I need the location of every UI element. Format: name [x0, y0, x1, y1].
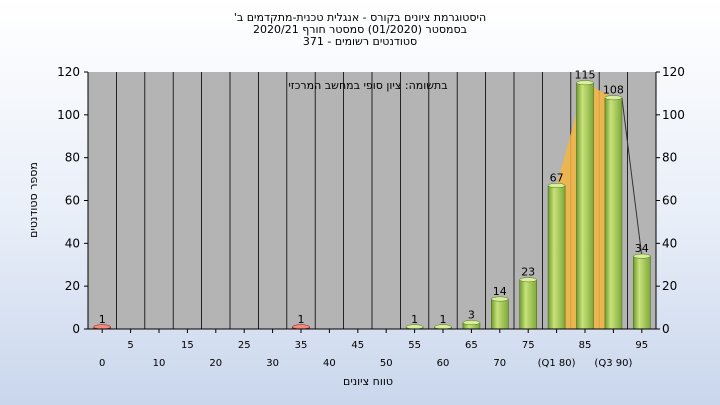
bar-value-label: 1	[440, 313, 447, 326]
x-tick-label: 5	[127, 340, 133, 351]
x-tick-label: 45	[351, 340, 364, 351]
histogram-bar	[519, 279, 538, 330]
histogram-bar	[604, 97, 623, 330]
x-tick-label: 70	[493, 358, 506, 369]
histogram-bar-cap	[519, 277, 537, 283]
bar-value-label: 14	[493, 285, 507, 298]
histogram-bar-cap	[633, 253, 651, 259]
y-axis-label: מספר סטודנטים	[27, 162, 40, 238]
bar-value-label: 23	[521, 266, 535, 279]
histogram-bar-cap	[576, 80, 594, 86]
y-tick-label-left: 80	[65, 151, 80, 165]
bar-value-label: 1	[411, 313, 418, 326]
histogram-bar	[576, 82, 594, 330]
y-tick-label-left: 60	[65, 194, 80, 208]
histogram-bar	[490, 298, 509, 330]
x-tick-label: 60	[437, 358, 450, 369]
x-tick-label: (Q3 90)	[594, 358, 632, 369]
chart-title-line-1: היסטוגרמת ציונים בקורס - אנגלית טכנית-מת…	[233, 11, 487, 24]
histogram-bar-cap	[604, 95, 623, 101]
x-tick-label: 10	[153, 358, 166, 369]
y-tick-label-left: 120	[57, 65, 80, 79]
x-tick-label: 75	[522, 340, 535, 351]
histogram-bar-cap	[547, 183, 566, 188]
chart-annotation: בתשומה: ציון סופי במחשב המרכזי	[288, 79, 447, 92]
x-tick-label: 0	[99, 358, 105, 369]
chart-title-line-3: סטודנטים רשומים - 371	[302, 35, 418, 48]
bar-value-label: 3	[468, 309, 475, 322]
y-tick-label-right: 40	[662, 236, 677, 250]
x-tick-label: 20	[209, 358, 222, 369]
y-tick-label-right: 20	[662, 279, 677, 293]
bar-value-label: 1	[99, 313, 106, 326]
y-tick-label-right: 0	[662, 322, 670, 336]
y-tick-label-left: 0	[72, 322, 80, 336]
x-tick-label: 15	[181, 340, 194, 351]
trend-line	[621, 97, 643, 257]
x-tick-label: (Q1 80)	[538, 358, 576, 369]
x-tick-label: 95	[635, 340, 648, 351]
histogram-bar-cap	[462, 320, 481, 326]
bar-value-label: 115	[575, 69, 596, 82]
x-tick-label: 65	[465, 340, 478, 351]
y-tick-label-right: 80	[662, 151, 677, 165]
x-tick-label: 40	[323, 358, 336, 369]
chart-title-line-2: בסמסטר (01/2020) סמסטר חורף 2020/21	[253, 23, 467, 36]
x-tick-label: 35	[295, 340, 308, 351]
y-tick-label-left: 100	[57, 108, 80, 122]
y-tick-label-right: 120	[662, 65, 685, 79]
y-tick-label-right: 60	[662, 194, 677, 208]
y-tick-label-left: 40	[65, 236, 80, 250]
histogram-bar	[632, 255, 651, 330]
y-tick-label-right: 100	[662, 108, 685, 122]
bar-value-label: 67	[550, 172, 564, 185]
x-tick-label: 50	[380, 358, 393, 369]
y-tick-label-left: 20	[65, 279, 80, 293]
histogram-bar	[547, 185, 566, 330]
bar-value-label: 34	[635, 242, 649, 255]
histogram-bar-cap	[491, 296, 509, 302]
bar-value-label: 1	[298, 313, 305, 326]
bar-value-label: 108	[603, 84, 624, 97]
x-tick-label: 85	[579, 340, 592, 351]
x-tick-label: 55	[408, 340, 421, 351]
x-axis-label: טווח ציונים	[343, 375, 393, 388]
x-tick-label: 25	[238, 340, 251, 351]
x-tick-label: 30	[266, 358, 279, 369]
